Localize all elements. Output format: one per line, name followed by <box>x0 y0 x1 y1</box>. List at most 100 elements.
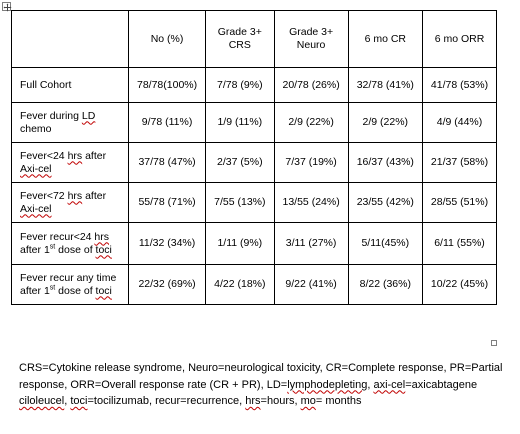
spellcheck-underline: Axi-cel <box>20 162 52 175</box>
row-label: Fever recur any time after 1st dose of to… <box>11 264 129 305</box>
superscript: st <box>49 284 56 291</box>
spellcheck-underline: toci <box>95 284 112 297</box>
table-cell: 9/78 (11%) <box>127 102 207 143</box>
header-line: No (%) <box>150 32 184 45</box>
table-resize-handle[interactable] <box>491 340 497 346</box>
table-cell: 5/11(45%) <box>347 222 423 265</box>
table-cell: 2/9 (22%) <box>273 102 349 143</box>
header-line: 6 mo ORR <box>434 32 485 45</box>
table-cell: 4/9 (44%) <box>421 102 498 143</box>
table-cell: 13/55 (24%) <box>273 182 349 223</box>
table-row: Fever<24 hrs after Axi-cel 37/78 (47%) 2/37… <box>11 142 498 183</box>
table-row: Fever during LD chemo 9/78 (11%) 1/9 (11%) 2… <box>11 102 498 143</box>
header-line: CRS <box>228 39 251 51</box>
table-cell: 21/37 (58%) <box>421 142 498 183</box>
table-cell: 32/78 (41%) <box>347 67 423 103</box>
row-label-line: Axi-cel <box>20 163 120 176</box>
spellcheck-underline: Axi-cel <box>20 202 52 215</box>
spellcheck-underline: ciloleucel <box>19 395 65 407</box>
column-header: No (%) <box>127 10 207 68</box>
table-cell: 10/22 (45%) <box>421 264 498 305</box>
table-cell: 2/9 (22%) <box>347 102 423 143</box>
table-cell: 1/11 (9%) <box>205 222 275 265</box>
text-run: Fever<72 hrs after <box>20 189 107 202</box>
table-row: Fever recur any time after 1st dose of to… <box>11 264 498 305</box>
row-label-line: Full Cohort <box>20 79 120 92</box>
table-cell: 22/32 (69%) <box>127 264 207 305</box>
table-cell: 23/55 (42%) <box>347 182 423 223</box>
text-run: chemo <box>20 122 52 135</box>
text-run: Fever recur<24 hrs <box>20 230 110 243</box>
table-cell: 7/78 (9%) <box>205 67 275 103</box>
header-line: Neuro <box>296 39 326 51</box>
table-cell: 11/32 (34%) <box>127 222 207 265</box>
text-run: after 1 <box>20 284 50 297</box>
text-run: Axi-cel <box>20 163 52 175</box>
table-cell: 78/78(100%) <box>127 67 207 103</box>
row-label: Fever during LD chemo <box>11 102 129 143</box>
text-run: Fever during LD <box>20 109 96 122</box>
row-label: Fever<72 hrs after Axi-cel <box>11 182 129 223</box>
table-cell: 28/55 (51%) <box>421 182 498 223</box>
row-label-line: Axi-cel <box>20 203 120 216</box>
row-label-line: Fever<72 hrs after <box>20 190 120 203</box>
table-cell: 2/37 (5%) <box>205 142 275 183</box>
spellcheck-underline: mo <box>300 395 316 407</box>
text-run: Fever<24 hrs after <box>20 149 107 162</box>
text-run: after 1 <box>20 243 50 256</box>
spellcheck-underline: toci <box>95 243 112 256</box>
table-cell: 6/11 (55%) <box>421 222 498 265</box>
text-run: dose of toci <box>58 284 112 297</box>
row-label-line: chemo <box>20 123 120 136</box>
row-label-line: after 1st dose of toci <box>20 284 120 298</box>
row-label-line: Fever recur<24 hrs <box>20 231 120 244</box>
data-table: No (%) Grade 3+ CRS Grade 3+ Neuro 6 mo CR 6 m… <box>11 10 498 305</box>
table-cell: 7/37 (19%) <box>273 142 349 183</box>
superscript: st <box>49 243 56 250</box>
spellcheck-underline: hrs <box>67 189 83 202</box>
text-run: Fever recur any time <box>20 271 117 284</box>
table-cell: 16/37 (43%) <box>347 142 423 183</box>
table-cell: 8/22 (36%) <box>347 264 423 305</box>
header-row: No (%) Grade 3+ CRS Grade 3+ Neuro 6 mo CR 6 m… <box>11 10 498 68</box>
table-cell: 3/11 (27%) <box>273 222 349 265</box>
column-header: Grade 3+ CRS <box>205 10 275 68</box>
text-run: Axi-cel <box>20 203 52 215</box>
spellcheck-underline: toci <box>70 395 88 407</box>
table-row: Full Cohort 78/78(100%) 7/78 (9%) 20/78 (26… <box>11 67 498 103</box>
table-row: Fever recur<24 hrs after 1st dose of toci… <box>11 222 498 265</box>
table-row: Fever<72 hrs after Axi-cel 55/78 (71%) 7/55… <box>11 182 498 223</box>
spellcheck-underline: lymphodepleting <box>287 378 368 391</box>
row-label: Fever recur<24 hrs after 1st dose of toci <box>11 222 129 265</box>
spellcheck-underline: axi-cel <box>373 378 406 391</box>
column-header: 6 mo ORR <box>421 10 498 68</box>
text-run: Full Cohort <box>20 78 72 91</box>
table-cell: 41/78 (53%) <box>421 67 498 103</box>
spellcheck-underline: hrs <box>245 395 261 407</box>
row-label: Full Cohort <box>11 67 129 103</box>
text-run: dose of toci <box>58 243 112 256</box>
footnote: CRS=Cytokine release syndrome, Neuro=neu… <box>19 362 503 407</box>
spellcheck-underline: LD <box>81 109 96 122</box>
column-header: 6 mo CR <box>347 10 423 68</box>
table-cell: 4/22 (18%) <box>205 264 275 305</box>
header-line: Grade 3+ <box>289 26 334 38</box>
table-cell: 7/55 (13%) <box>205 182 275 223</box>
column-header: Grade 3+ Neuro <box>273 10 349 68</box>
header-line: 6 mo CR <box>364 32 407 45</box>
row-label-line: Fever during LD <box>20 110 120 123</box>
table-cell: 37/78 (47%) <box>127 142 207 183</box>
table-move-handle-icon[interactable] <box>2 2 12 12</box>
row-label-line: Fever recur any time <box>20 272 120 285</box>
spellcheck-underline: hrs <box>67 149 83 162</box>
table-cell: 20/78 (26%) <box>273 67 349 103</box>
table-cell: 1/9 (11%) <box>205 102 275 143</box>
row-label-line: Fever<24 hrs after <box>20 150 120 163</box>
row-label-line: after 1st dose of toci <box>20 243 120 257</box>
header-line: Grade 3+ <box>217 26 262 38</box>
row-label: Fever<24 hrs after Axi-cel <box>11 142 129 183</box>
spellcheck-underline: hrs <box>94 230 110 243</box>
table-cell: 55/78 (71%) <box>127 182 207 223</box>
table-cell: 9/22 (41%) <box>273 264 349 305</box>
header-blank-cell <box>11 10 129 68</box>
